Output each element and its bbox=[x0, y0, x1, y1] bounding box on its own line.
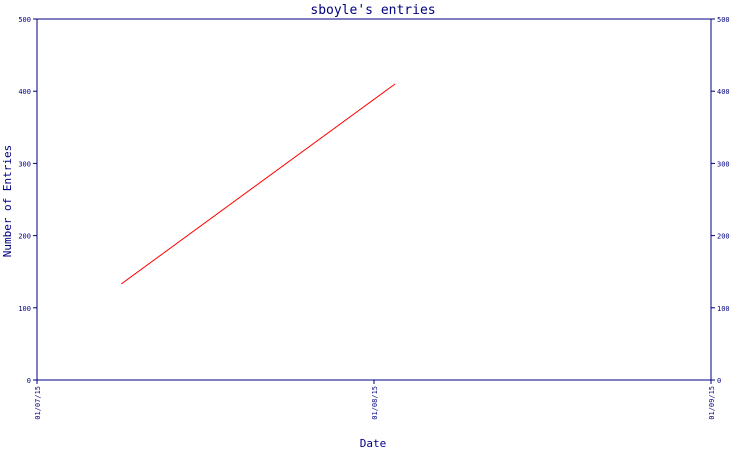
y-tick-label-right: 400 bbox=[717, 88, 730, 96]
x-tick-label: 01/08/15 bbox=[371, 386, 379, 420]
y-tick-label-left: 300 bbox=[18, 160, 31, 168]
y-tick-label-left: 400 bbox=[18, 88, 31, 96]
series-line bbox=[120, 83, 396, 285]
left-y-axis: 0 100 200 300 400 500 bbox=[18, 16, 37, 385]
plot-frame bbox=[36, 18, 712, 381]
x-tick-label: 01/07/15 bbox=[34, 386, 42, 420]
y-tick-label-left: 0 bbox=[27, 377, 31, 385]
y-axis-label: Number of Entries bbox=[1, 145, 14, 258]
series-layer bbox=[120, 83, 396, 285]
y-tick-label-right: 300 bbox=[717, 160, 730, 168]
y-tick-label-left: 200 bbox=[18, 233, 31, 241]
y-tick-label-right: 500 bbox=[717, 16, 730, 24]
right-y-axis: 0 100 200 300 400 500 bbox=[711, 16, 730, 385]
x-axis-label: Date bbox=[360, 437, 387, 450]
y-tick-label-right: 200 bbox=[717, 233, 730, 241]
chart-title: sboyle's entries bbox=[310, 3, 435, 18]
y-tick-label-right: 0 bbox=[717, 377, 721, 385]
y-tick-label-right: 100 bbox=[717, 305, 730, 313]
x-tick-label: 01/09/15 bbox=[708, 386, 716, 420]
y-tick-label-left: 500 bbox=[18, 16, 31, 24]
y-tick-label-left: 100 bbox=[18, 305, 31, 313]
x-axis: 01/07/15 01/08/15 01/09/15 bbox=[34, 380, 716, 420]
